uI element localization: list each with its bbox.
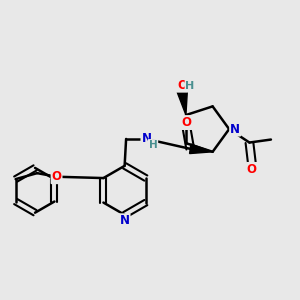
Text: N: N [230,123,240,136]
Text: O: O [52,170,61,183]
Polygon shape [190,144,213,154]
Text: H: H [148,140,158,150]
Text: N: N [141,133,152,146]
Text: O: O [182,116,192,129]
Text: O: O [177,79,187,92]
Text: N: N [120,214,130,227]
Polygon shape [177,91,188,115]
Text: H: H [185,81,195,91]
Text: O: O [247,163,257,176]
